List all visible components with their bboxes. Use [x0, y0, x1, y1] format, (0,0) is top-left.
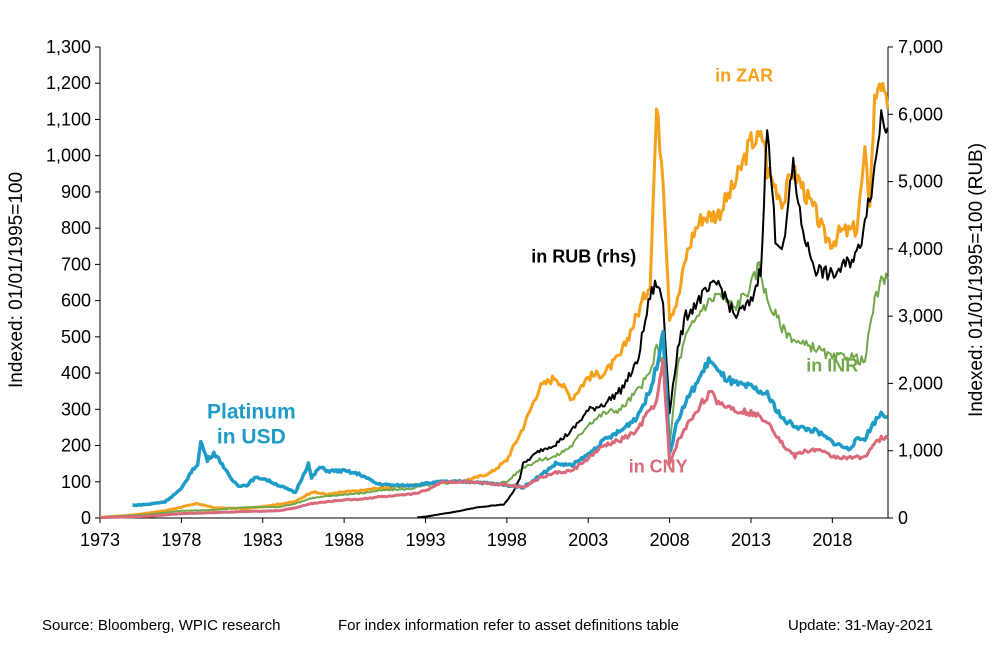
series-label: in RUB (rhs) [531, 247, 636, 267]
right-axis-title: Indexed: 01/01/1995=100 (RUB) [966, 143, 987, 417]
left-tick-label: 200 [61, 436, 91, 456]
x-tick-label: 2008 [650, 530, 690, 550]
left-tick-label: 1,300 [46, 37, 91, 57]
series-label: in USD [217, 426, 286, 449]
footer-note: For index information refer to asset def… [338, 617, 679, 634]
left-tick-label: 0 [81, 508, 91, 528]
footer-update: Update: 31-May-2021 [788, 617, 933, 634]
right-tick-label: 6,000 [898, 104, 943, 124]
x-tick-label: 1993 [405, 530, 445, 550]
x-tick-label: 2003 [568, 530, 608, 550]
left-tick-label: 1,100 [46, 109, 91, 129]
right-tick-label: 2,000 [898, 373, 943, 393]
right-tick-label: 4,000 [898, 239, 943, 259]
x-tick-label: 1983 [243, 530, 283, 550]
series-lines [99, 81, 890, 520]
x-tick-label: 2013 [731, 530, 771, 550]
left-tick-label: 100 [61, 472, 91, 492]
x-tick-label: 1998 [487, 530, 527, 550]
axes: 0 100 200 300 400 500 600 700 800 900 1,000 1,100 1,… [46, 37, 943, 550]
left-tick-label: 700 [61, 254, 91, 274]
series-label: Platinum [207, 400, 296, 423]
right-tick-label: 3,000 [898, 306, 943, 326]
left-tick-label: 1,000 [46, 146, 91, 166]
left-tick-label: 400 [61, 363, 91, 383]
x-tick-label: 1973 [80, 530, 120, 550]
left-tick-label: 900 [61, 182, 91, 202]
right-tick-label: 7,000 [898, 37, 943, 57]
left-tick-label: 500 [61, 327, 91, 347]
x-tick-label: 1978 [161, 530, 201, 550]
series-label: in ZAR [715, 65, 773, 85]
x-tick-label: 2018 [812, 530, 852, 550]
series-label: in CNY [629, 457, 688, 477]
series-labels: in ZAR in RUB (rhs) in INR Platinum in USD in… [207, 65, 858, 476]
left-tick-label: 600 [61, 291, 91, 311]
x-tick-label: 1988 [324, 530, 364, 550]
series-line-in-cny [100, 358, 889, 520]
left-axis-title: Indexed: 01/01/1995=100 [6, 172, 27, 388]
footer-source: Source: Bloomberg, WPIC research [42, 617, 280, 634]
left-tick-label: 300 [61, 399, 91, 419]
left-tick-label: 1,200 [46, 73, 91, 93]
series-label: in INR [806, 355, 858, 375]
left-tick-label: 800 [61, 218, 91, 238]
right-tick-label: 0 [898, 508, 908, 528]
right-tick-label: 5,000 [898, 172, 943, 192]
series-line-in-inr [99, 261, 889, 519]
series-line-in-rub-rhs [417, 109, 889, 519]
right-tick-label: 1,000 [898, 441, 943, 461]
